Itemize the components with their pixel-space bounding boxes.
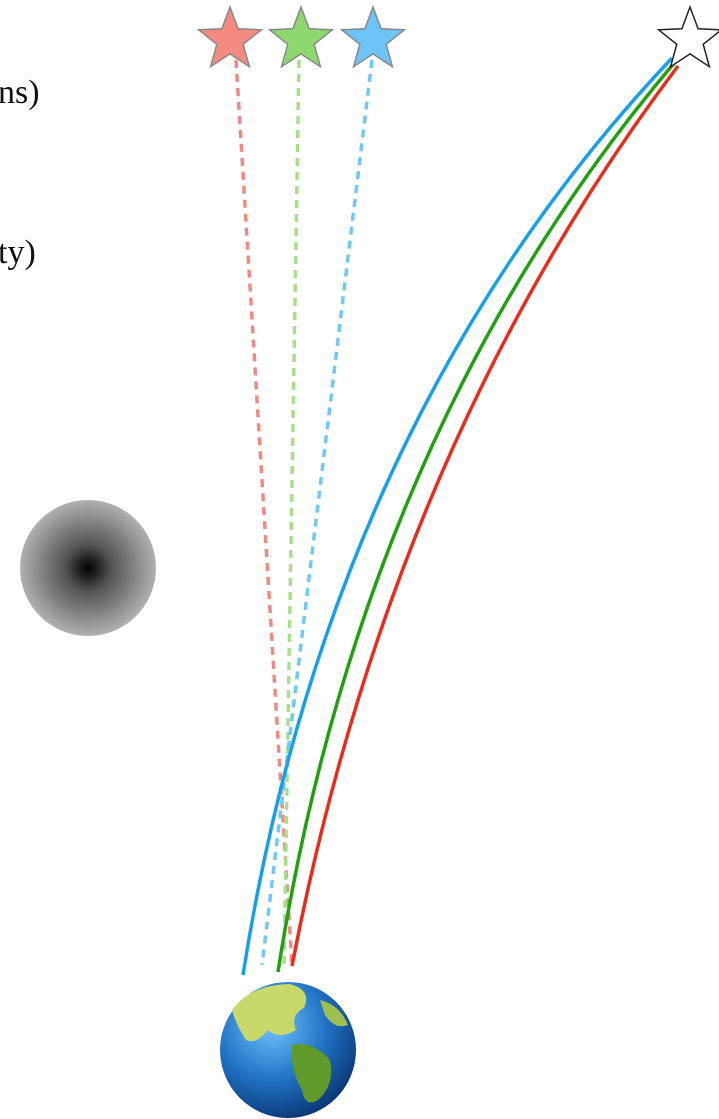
star — [270, 7, 333, 67]
black-hole — [20, 500, 156, 636]
page: ns) ty) (() => { const data = JSON.parse… — [0, 0, 719, 1119]
path — [292, 66, 678, 966]
earth — [220, 982, 356, 1118]
diagram: ns) ty) — [0, 0, 719, 1119]
label: ns) — [0, 74, 40, 111]
star — [199, 7, 262, 67]
ray — [284, 60, 299, 965]
star — [659, 7, 719, 67]
ray — [262, 60, 372, 965]
path — [278, 62, 675, 972]
star — [342, 7, 405, 67]
path — [243, 58, 672, 975]
true-paths — [243, 58, 678, 975]
label: ty) — [0, 234, 36, 271]
ray — [236, 60, 292, 965]
